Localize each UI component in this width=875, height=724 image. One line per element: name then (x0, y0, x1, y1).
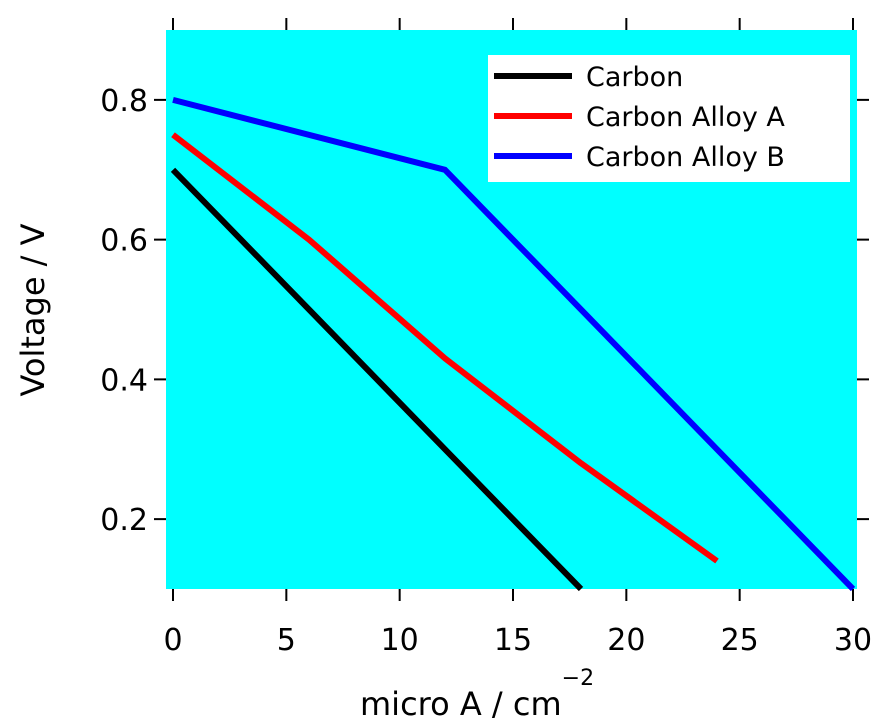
legend: Carbon Carbon Alloy A Carbon Alloy B (488, 55, 850, 182)
legend-label: Carbon (586, 62, 683, 93)
x-axis-label-text: micro A / cm (360, 685, 562, 723)
series-line-carbon-alloy-b (172, 96, 856, 592)
y-axis-label: Voltage / V (14, 223, 52, 396)
data-lines (170, 96, 856, 592)
y-tick-label: 0.2 (100, 503, 148, 538)
x-tick-label: 5 (277, 623, 296, 658)
y-tick-label: 0.4 (100, 363, 148, 398)
x-axis-label-exponent: −2 (562, 666, 594, 691)
x-tick-label: 15 (494, 623, 532, 658)
series-line-carbon (170, 167, 584, 592)
y-tick-label: 0.6 (100, 224, 148, 259)
legend-label: Carbon Alloy B (586, 142, 785, 173)
legend-label: Carbon Alloy A (586, 102, 785, 133)
x-axis-label: micro A / cm−2 (360, 666, 594, 723)
x-tick-label: 25 (721, 623, 759, 658)
axis-tick-labels: 0 5 10 15 20 25 30 0.2 0.4 0.6 0.8 (100, 84, 872, 658)
axis-ticks (154, 18, 869, 601)
x-tick-label: 20 (607, 623, 645, 658)
y-tick-label: 0.8 (100, 84, 148, 119)
x-tick-label: 0 (163, 623, 182, 658)
x-tick-label: 10 (381, 623, 419, 658)
series-line-carbon-alloy-a (171, 132, 719, 564)
x-tick-label: 30 (834, 623, 872, 658)
